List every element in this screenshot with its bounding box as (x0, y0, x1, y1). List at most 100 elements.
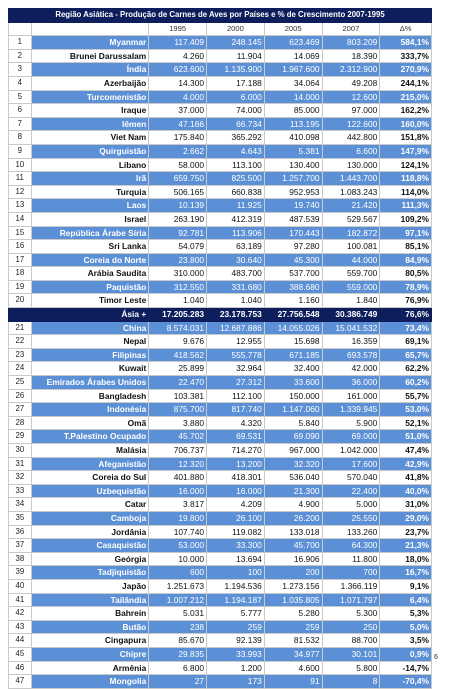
table-row: 16 Sri Lanka 54.079 63.189 97.280 100.081 85,1… (8, 239, 432, 254)
value-2000-cell: 173 (206, 674, 265, 689)
rank-cell: 29 (8, 429, 32, 444)
poultry-production-table: Região Asiática - Produção de Carnes de … (8, 8, 432, 689)
value-2000-cell: 483.700 (206, 266, 265, 281)
growth-cell: 80,5% (379, 266, 432, 281)
value-2000-cell: 1.040 (206, 293, 265, 309)
growth-cell: 215,0% (379, 89, 432, 105)
value-2005-cell: 952.953 (263, 184, 323, 200)
country-cell: Azerbaijão (30, 75, 150, 91)
value-2007-cell: 12.600 (321, 89, 381, 105)
country-cell: Kuwait (30, 361, 150, 377)
page-number: 6 (434, 654, 438, 661)
value-2007-cell: 5.800 (321, 660, 381, 676)
total-growth-cell: 76,6% (379, 307, 432, 322)
value-2000-cell: 92.139 (206, 633, 265, 648)
growth-cell: 29,0% (379, 510, 432, 526)
country-cell: Sri Lanka (30, 239, 150, 254)
value-2000-cell: 26.100 (206, 510, 265, 526)
value-1995-cell: 401.880 (148, 470, 208, 485)
value-2005-cell: 45.700 (263, 538, 323, 553)
growth-cell: 109,2% (379, 211, 432, 227)
rank-cell: 47 (8, 674, 32, 689)
rank-cell: 9 (8, 143, 32, 159)
growth-cell: 584,1% (379, 35, 432, 50)
value-2005-cell: 14.055.026 (263, 320, 323, 336)
country-cell: Malásia (30, 443, 150, 458)
growth-cell: 5,0% (379, 619, 432, 635)
value-2000-cell: 825.500 (206, 171, 265, 186)
country-cell: Jordânia (30, 524, 150, 540)
rank-cell: 44 (8, 633, 32, 648)
value-2007-cell: 1.083.243 (321, 184, 381, 200)
value-2007-cell: 529.567 (321, 211, 381, 227)
growth-cell: 333,7% (379, 48, 432, 64)
country-cell: Índia (30, 62, 150, 77)
table-row: 18 Arábia Saudita 310.000 483.700 537.700 559… (8, 266, 432, 281)
value-2005-cell: 32.400 (263, 361, 323, 377)
value-2007-cell: 442.800 (321, 130, 381, 145)
value-2000-cell: 4.320 (206, 415, 265, 431)
rank-cell: 38 (8, 551, 32, 567)
value-2000-cell: 11.904 (206, 48, 265, 64)
country-cell: Omã (30, 415, 150, 431)
country-cell: Iraque (30, 103, 150, 118)
value-2007-cell: 100.081 (321, 239, 381, 254)
value-1995-cell: 19.800 (148, 510, 208, 526)
value-2000-cell: 248.145 (206, 35, 265, 50)
header-cell-delta: Δ% (379, 21, 432, 37)
value-2000-cell: 66.734 (206, 116, 265, 132)
growth-cell: 6,4% (379, 592, 432, 608)
value-2000-cell: 30.640 (206, 252, 265, 268)
country-cell: Afeganistão (30, 456, 150, 472)
rank-cell: 28 (8, 415, 32, 431)
rank-cell: 32 (8, 470, 32, 485)
value-2007-cell: 803.209 (321, 35, 381, 50)
value-2007-cell: 64.300 (321, 538, 381, 553)
table-row: 25 Emirados Árabes Unidos 22.470 27.312 33.6… (8, 375, 432, 390)
growth-cell: 162,2% (379, 103, 432, 118)
growth-cell: 65,7% (379, 347, 432, 363)
table-row: 22 Nepal 9.676 12.955 15.698 16.359 69,1% (8, 334, 432, 349)
rank-cell: 24 (8, 361, 32, 377)
value-2005-cell: 1.147.060 (263, 402, 323, 417)
total-rank-cell (8, 307, 32, 322)
rank-cell: 45 (8, 646, 32, 662)
rank-cell: 5 (8, 89, 32, 105)
value-1995-cell: 12.320 (148, 456, 208, 472)
table-row: 23 Filipinas 418.562 555.778 671.185 693.578 6… (8, 347, 432, 363)
table-row: 11 Irã 659.750 825.500 1.257.700 1.443.700 118… (8, 171, 432, 186)
rank-cell: 11 (8, 171, 32, 186)
value-1995-cell: 1.040 (148, 293, 208, 309)
header-cell-2007: 2007 (321, 21, 381, 37)
value-2000-cell: 16.000 (206, 483, 265, 499)
value-1995-cell: 875.700 (148, 402, 208, 417)
country-cell: Emirados Árabes Unidos (30, 375, 150, 390)
value-1995-cell: 175.840 (148, 130, 208, 145)
table-row: 26 Bangladesh 103.381 112.100 150.000 161.000… (8, 388, 432, 404)
table-row: 5 Turcomenistão 4.000 6.000 14.000 12.600 215,… (8, 89, 432, 105)
value-2007-cell: 30.101 (321, 646, 381, 662)
country-cell: Bahrein (30, 606, 150, 621)
country-cell: Filipinas (30, 347, 150, 363)
rank-cell: 7 (8, 116, 32, 132)
value-2005-cell: 14.000 (263, 89, 323, 105)
header-cell-country (30, 21, 150, 37)
value-2000-cell: 1.135.900 (206, 62, 265, 77)
growth-cell: 114,0% (379, 184, 432, 200)
value-2007-cell: 8 (321, 674, 381, 689)
header-cell-2000: 2000 (206, 21, 265, 37)
rank-cell: 4 (8, 75, 32, 91)
value-2000-cell: 112.100 (206, 388, 265, 404)
table-row: 33 Uzbequistão 16.000 16.000 21.300 22.400 40,… (8, 483, 432, 499)
value-2000-cell: 13.200 (206, 456, 265, 472)
growth-cell: 40,0% (379, 483, 432, 499)
growth-cell: 5,3% (379, 606, 432, 621)
value-1995-cell: 23.800 (148, 252, 208, 268)
value-2005-cell: 623.469 (263, 35, 323, 50)
country-cell: Nepal (30, 334, 150, 349)
table-row: 19 Paquistão 312.550 331.680 388.680 559.000 7… (8, 279, 432, 295)
table-row: 36 Jordânia 107.740 119.082 133.018 133.260 23… (8, 524, 432, 540)
rank-cell: 22 (8, 334, 32, 349)
value-2005-cell: 19.740 (263, 198, 323, 213)
rank-cell: 35 (8, 510, 32, 526)
